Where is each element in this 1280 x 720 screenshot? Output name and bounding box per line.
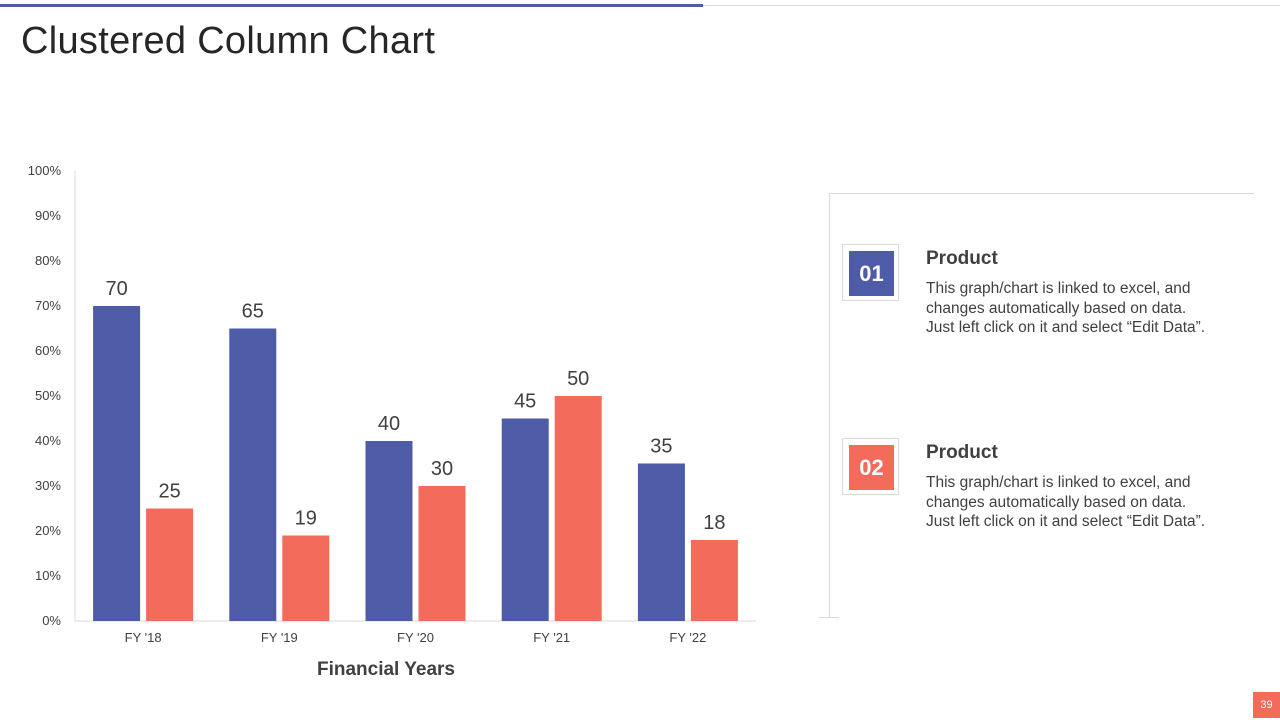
y-tick-label: 10% xyxy=(35,568,61,583)
number-badge: 02 xyxy=(849,445,894,490)
description-line: changes automatically based on data. xyxy=(926,299,1187,317)
number-badge: 01 xyxy=(849,251,894,296)
bar-series-1 xyxy=(229,328,277,621)
x-tick-label: FY '19 xyxy=(261,630,298,645)
bar-series-2 xyxy=(146,508,194,621)
legend-item-description: This graph/chart is linked to excel, and… xyxy=(926,473,1256,532)
page-number: 39 xyxy=(1253,692,1280,718)
legend-item-description: This graph/chart is linked to excel, and… xyxy=(926,279,1256,338)
legend-item-title: Product xyxy=(926,248,998,269)
description-line: Just left click on it and select “Edit D… xyxy=(926,513,1206,530)
data-label: 45 xyxy=(514,391,536,413)
data-label: 65 xyxy=(242,301,264,323)
bar-series-1 xyxy=(365,441,413,621)
y-tick-label: 90% xyxy=(35,208,61,223)
description-line: changes automatically based on data. xyxy=(926,493,1187,511)
top-accent-line xyxy=(0,4,703,7)
bar-series-1 xyxy=(501,418,549,621)
bar-series-2 xyxy=(554,396,602,621)
y-tick-label: 40% xyxy=(35,433,61,448)
data-label: 25 xyxy=(158,481,180,503)
data-label: 70 xyxy=(105,278,127,300)
bar-series-2 xyxy=(282,535,330,621)
x-tick-label: FY '22 xyxy=(669,630,706,645)
data-label: 18 xyxy=(703,512,725,534)
y-tick-label: 70% xyxy=(35,298,61,313)
data-label: 30 xyxy=(431,458,453,480)
panel-frame-top xyxy=(829,193,1254,194)
badge-frame: 01 xyxy=(842,244,899,301)
badge-frame: 02 xyxy=(842,438,899,495)
description-line: This graph/chart is linked to excel, and xyxy=(926,474,1191,491)
y-tick-label: 30% xyxy=(35,478,61,493)
y-tick-label: 100% xyxy=(28,163,62,178)
bar-series-2 xyxy=(690,540,738,621)
x-tick-label: FY '21 xyxy=(533,630,570,645)
x-tick-label: FY '20 xyxy=(397,630,434,645)
x-tick-label: FY '18 xyxy=(125,630,162,645)
y-tick-label: 80% xyxy=(35,253,61,268)
slide-title: Clustered Column Chart xyxy=(21,20,436,62)
description-line: Just left click on it and select “Edit D… xyxy=(926,319,1206,336)
description-line: This graph/chart is linked to excel, and xyxy=(926,280,1191,297)
panel-frame-tick xyxy=(819,617,839,618)
bar-series-2 xyxy=(418,486,466,621)
y-tick-label: 0% xyxy=(42,613,61,628)
data-label: 40 xyxy=(378,413,400,435)
bar-series-1 xyxy=(93,306,141,621)
y-tick-label: 60% xyxy=(35,343,61,358)
bar-series-1 xyxy=(637,463,685,621)
data-label: 19 xyxy=(295,508,317,530)
legend-item-title: Product xyxy=(926,442,998,463)
x-axis-title: Financial Years xyxy=(317,659,455,680)
y-tick-label: 20% xyxy=(35,523,61,538)
panel-frame-left xyxy=(829,193,830,617)
data-label: 50 xyxy=(567,368,589,390)
data-label: 35 xyxy=(650,436,672,458)
y-tick-label: 50% xyxy=(35,388,61,403)
